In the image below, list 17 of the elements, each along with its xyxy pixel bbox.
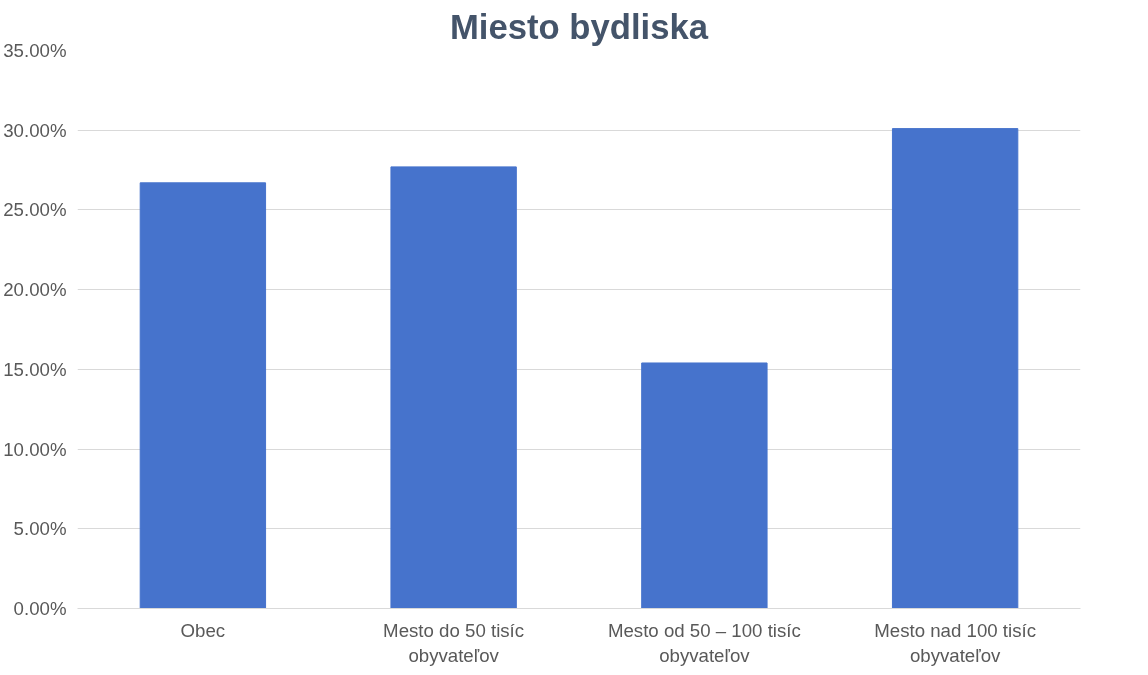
y-tick-label: 5.00% [13, 518, 67, 540]
bar [641, 362, 768, 609]
bar [891, 128, 1019, 609]
y-tick-label: 10.00% [3, 438, 67, 460]
chart-title: Miesto bydliska [449, 7, 709, 46]
y-tick-label: 25.00% [3, 199, 67, 221]
x-tick-label: Mesto od 50 – 100 tisíc obyvateľov [607, 619, 801, 666]
y-tick-label: 20.00% [3, 279, 67, 301]
bar [390, 166, 517, 609]
x-tick-label: Mesto do 50 tisíc obyvateľov [383, 619, 525, 666]
y-tick-label: 0.00% [13, 598, 67, 619]
x-tick-label: Obec [180, 619, 226, 641]
y-tick-label: 35.00% [3, 40, 67, 61]
x-tick-label: Mesto nad 100 tisíc obyvateľov [874, 619, 1037, 666]
y-tick-label: 15.00% [3, 358, 67, 380]
y-tick-label: 30.00% [3, 119, 67, 141]
bar [139, 182, 267, 609]
